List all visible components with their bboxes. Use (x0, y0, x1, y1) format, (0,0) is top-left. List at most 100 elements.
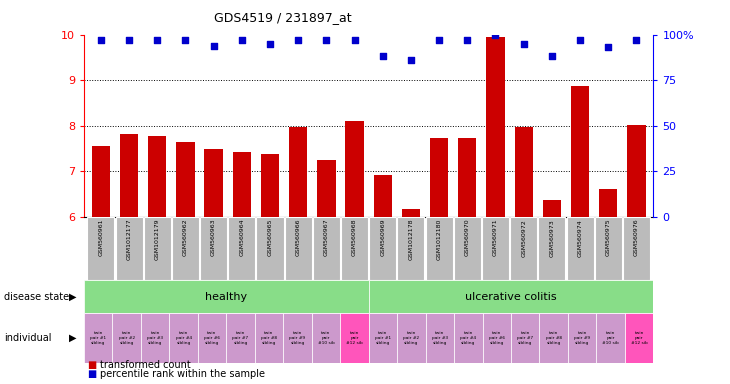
Text: GSM560976: GSM560976 (634, 219, 639, 257)
Bar (255, 313, 283, 363)
Bar (92, 146, 110, 217)
FancyBboxPatch shape (341, 217, 368, 280)
Bar (112, 313, 141, 363)
FancyBboxPatch shape (538, 217, 566, 280)
Text: transformed count: transformed count (100, 360, 191, 370)
Text: GSM560975: GSM560975 (606, 219, 611, 257)
Bar (483, 313, 511, 363)
Bar (539, 313, 568, 363)
Text: twin
pair #1
sibling: twin pair #1 sibling (374, 331, 391, 344)
Bar (226, 313, 255, 363)
Bar (204, 149, 223, 217)
Text: GSM560962: GSM560962 (183, 219, 188, 257)
Text: twin
pair #9
sibling: twin pair #9 sibling (574, 331, 591, 344)
Text: GSM560964: GSM560964 (239, 219, 245, 257)
Bar (430, 138, 448, 217)
Bar (283, 313, 312, 363)
Point (349, 37, 361, 43)
Point (546, 53, 558, 60)
Bar (120, 134, 138, 217)
Text: twin
pair #3
sibling: twin pair #3 sibling (147, 331, 164, 344)
FancyBboxPatch shape (228, 217, 256, 280)
Bar (84, 280, 369, 313)
Bar (515, 127, 533, 217)
FancyBboxPatch shape (369, 217, 396, 280)
Text: twin
pair #7
sibling: twin pair #7 sibling (517, 331, 534, 344)
Text: twin
pair #6
sibling: twin pair #6 sibling (204, 331, 220, 344)
Bar (84, 313, 112, 363)
Text: GSM560971: GSM560971 (493, 219, 498, 257)
Bar (374, 175, 392, 217)
Point (518, 41, 529, 47)
Text: twin
pair #2
sibling: twin pair #2 sibling (118, 331, 135, 344)
Text: ■: ■ (88, 360, 97, 370)
Text: ulcerative colitis: ulcerative colitis (465, 291, 557, 302)
Text: healthy: healthy (205, 291, 247, 302)
Point (180, 37, 191, 43)
Text: GSM560965: GSM560965 (267, 219, 272, 257)
Text: GSM560974: GSM560974 (577, 219, 583, 257)
Text: twin
pair
#12 sib: twin pair #12 sib (631, 331, 648, 344)
Point (405, 57, 417, 63)
Bar (312, 313, 340, 363)
FancyBboxPatch shape (510, 217, 537, 280)
Bar (627, 125, 645, 217)
Bar (458, 138, 477, 217)
Bar (402, 209, 420, 217)
Text: ▶: ▶ (69, 291, 77, 302)
Text: GSM560967: GSM560967 (324, 219, 329, 257)
FancyBboxPatch shape (397, 217, 424, 280)
Point (95, 37, 107, 43)
Text: GSM560961: GSM560961 (99, 219, 104, 257)
Bar (169, 313, 198, 363)
Text: ■: ■ (88, 369, 97, 379)
FancyBboxPatch shape (313, 217, 340, 280)
FancyBboxPatch shape (200, 217, 227, 280)
Point (320, 37, 332, 43)
Text: GSM1012179: GSM1012179 (155, 219, 160, 260)
Bar (454, 313, 483, 363)
Bar (369, 280, 653, 313)
Bar (141, 313, 169, 363)
Text: twin
pair
#10 sib: twin pair #10 sib (318, 331, 334, 344)
Text: GSM560968: GSM560968 (352, 219, 357, 257)
Point (264, 41, 276, 47)
Text: GSM1012180: GSM1012180 (437, 219, 442, 260)
Bar (176, 142, 195, 217)
Text: twin
pair #7
sibling: twin pair #7 sibling (232, 331, 249, 344)
Bar (340, 313, 369, 363)
Bar (625, 313, 653, 363)
Point (208, 43, 220, 49)
Text: ▶: ▶ (69, 333, 77, 343)
Point (292, 37, 304, 43)
Bar (261, 154, 279, 217)
Bar (426, 313, 454, 363)
FancyBboxPatch shape (172, 217, 199, 280)
Bar (318, 160, 336, 217)
Text: twin
pair #9
sibling: twin pair #9 sibling (289, 331, 306, 344)
Bar (599, 189, 618, 217)
Point (151, 37, 163, 43)
Bar (198, 313, 226, 363)
Point (236, 37, 247, 43)
Text: twin
pair #8
sibling: twin pair #8 sibling (261, 331, 277, 344)
Text: twin
pair #2
sibling: twin pair #2 sibling (403, 331, 420, 344)
Bar (369, 313, 397, 363)
Text: twin
pair
#12 sib: twin pair #12 sib (346, 331, 363, 344)
FancyBboxPatch shape (595, 217, 622, 280)
FancyBboxPatch shape (623, 217, 650, 280)
Text: twin
pair #3
sibling: twin pair #3 sibling (431, 331, 448, 344)
Text: twin
pair #8
sibling: twin pair #8 sibling (545, 331, 562, 344)
FancyBboxPatch shape (88, 217, 115, 280)
Text: GSM560969: GSM560969 (380, 219, 385, 257)
Text: twin
pair #4
sibling: twin pair #4 sibling (175, 331, 192, 344)
Text: twin
pair #6
sibling: twin pair #6 sibling (488, 331, 505, 344)
FancyBboxPatch shape (144, 217, 171, 280)
Point (123, 37, 135, 43)
Point (490, 31, 502, 38)
Text: individual: individual (4, 333, 51, 343)
Text: GSM560963: GSM560963 (211, 219, 216, 257)
Point (631, 37, 642, 43)
Text: GSM1012178: GSM1012178 (408, 219, 413, 260)
Text: GSM560970: GSM560970 (465, 219, 470, 257)
